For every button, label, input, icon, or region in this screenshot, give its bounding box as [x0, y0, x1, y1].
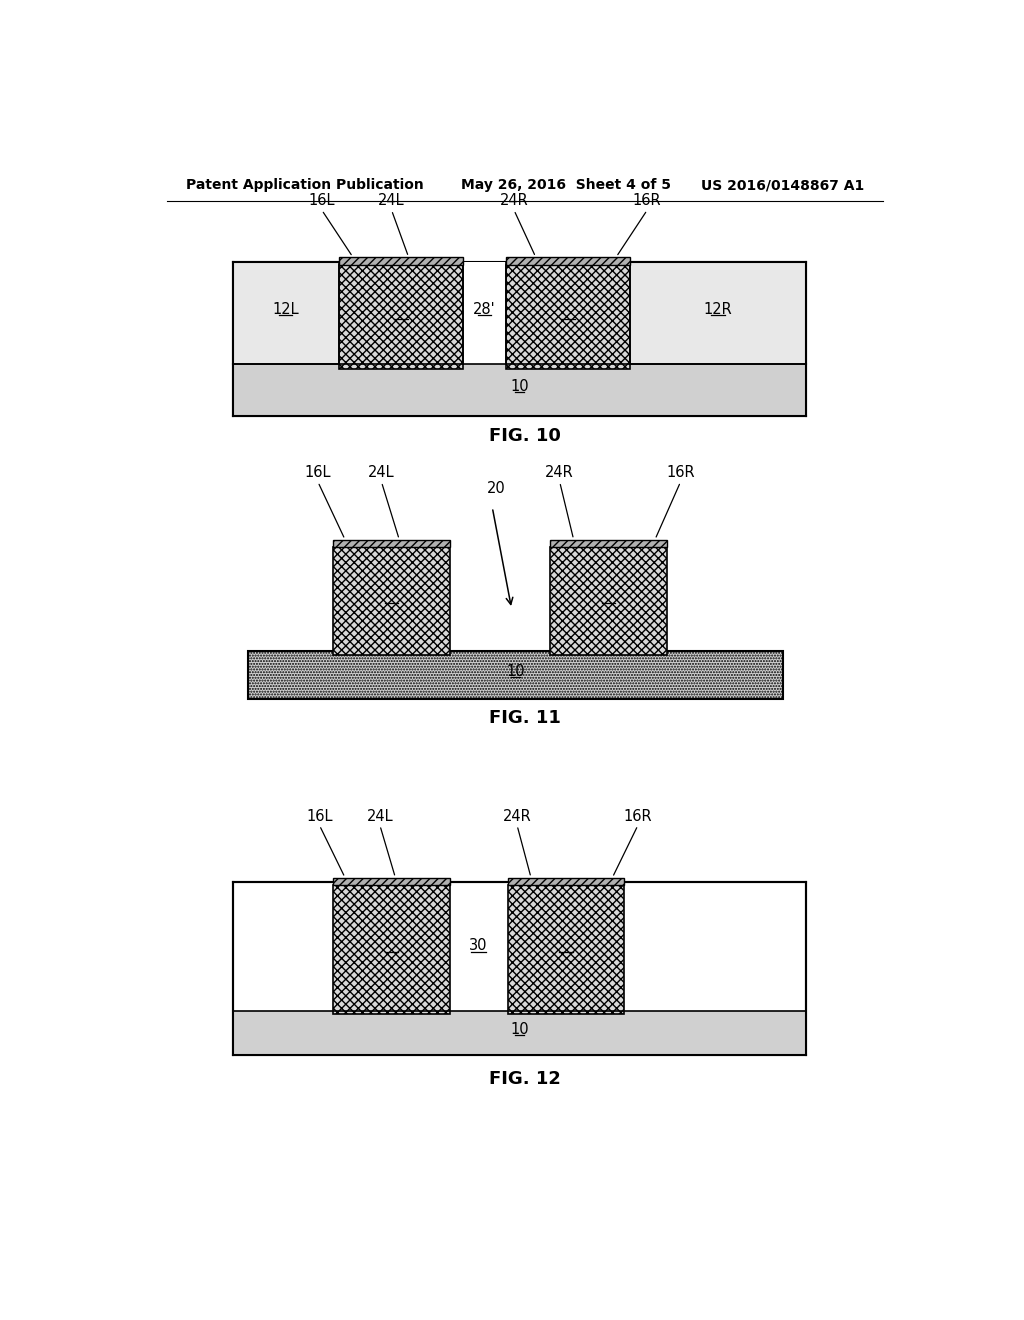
Text: FIG. 12: FIG. 12	[488, 1069, 561, 1088]
Text: 16R: 16R	[633, 194, 662, 209]
Bar	[508, 886, 624, 1014]
Text: 16L: 16L	[308, 194, 335, 209]
Text: 24L: 24L	[378, 194, 404, 209]
Text: 18R: 18R	[594, 590, 623, 605]
Bar	[506, 264, 630, 368]
Text: 24L: 24L	[368, 465, 394, 480]
Bar	[508, 878, 624, 886]
Bar	[248, 651, 783, 700]
Text: FIG. 10: FIG. 10	[488, 426, 561, 445]
Text: US 2016/0148867 A1: US 2016/0148867 A1	[701, 178, 864, 193]
Text: 24R: 24R	[546, 465, 574, 480]
Text: 12L: 12L	[272, 302, 299, 317]
Text: 24R: 24R	[503, 809, 531, 824]
Text: 28': 28'	[473, 302, 496, 317]
Text: 18R: 18R	[552, 939, 581, 953]
Bar	[463, 263, 506, 364]
Text: 24L: 24L	[367, 809, 393, 824]
Bar	[550, 540, 667, 548]
Text: 10: 10	[506, 664, 525, 678]
Bar	[232, 263, 806, 416]
Text: 30: 30	[469, 939, 488, 953]
Text: 18R: 18R	[554, 305, 583, 321]
Text: 10: 10	[510, 1022, 528, 1036]
Bar	[630, 263, 806, 364]
Text: 24R: 24R	[500, 194, 528, 209]
Bar	[232, 882, 806, 1056]
Text: 20: 20	[486, 482, 506, 496]
Text: FIG. 11: FIG. 11	[488, 709, 561, 727]
Text: 16R: 16R	[667, 465, 695, 480]
Text: 12R: 12R	[703, 302, 732, 317]
Text: 10: 10	[510, 379, 528, 393]
Bar	[339, 257, 463, 264]
Bar	[334, 886, 450, 1014]
Text: 18L: 18L	[378, 590, 404, 605]
Bar	[506, 257, 630, 264]
Bar	[550, 548, 667, 655]
Text: 16R: 16R	[624, 809, 652, 824]
Text: 18L: 18L	[378, 939, 404, 953]
Bar	[334, 548, 450, 655]
Bar	[232, 1011, 806, 1056]
Text: 18L: 18L	[387, 305, 414, 321]
Bar	[334, 540, 450, 548]
Bar	[232, 364, 806, 416]
Bar	[232, 263, 339, 364]
Text: 16L: 16L	[304, 465, 331, 480]
Text: 16L: 16L	[306, 809, 333, 824]
Bar	[334, 878, 450, 886]
Text: Patent Application Publication: Patent Application Publication	[186, 178, 424, 193]
Bar	[339, 264, 463, 368]
Text: May 26, 2016  Sheet 4 of 5: May 26, 2016 Sheet 4 of 5	[461, 178, 672, 193]
